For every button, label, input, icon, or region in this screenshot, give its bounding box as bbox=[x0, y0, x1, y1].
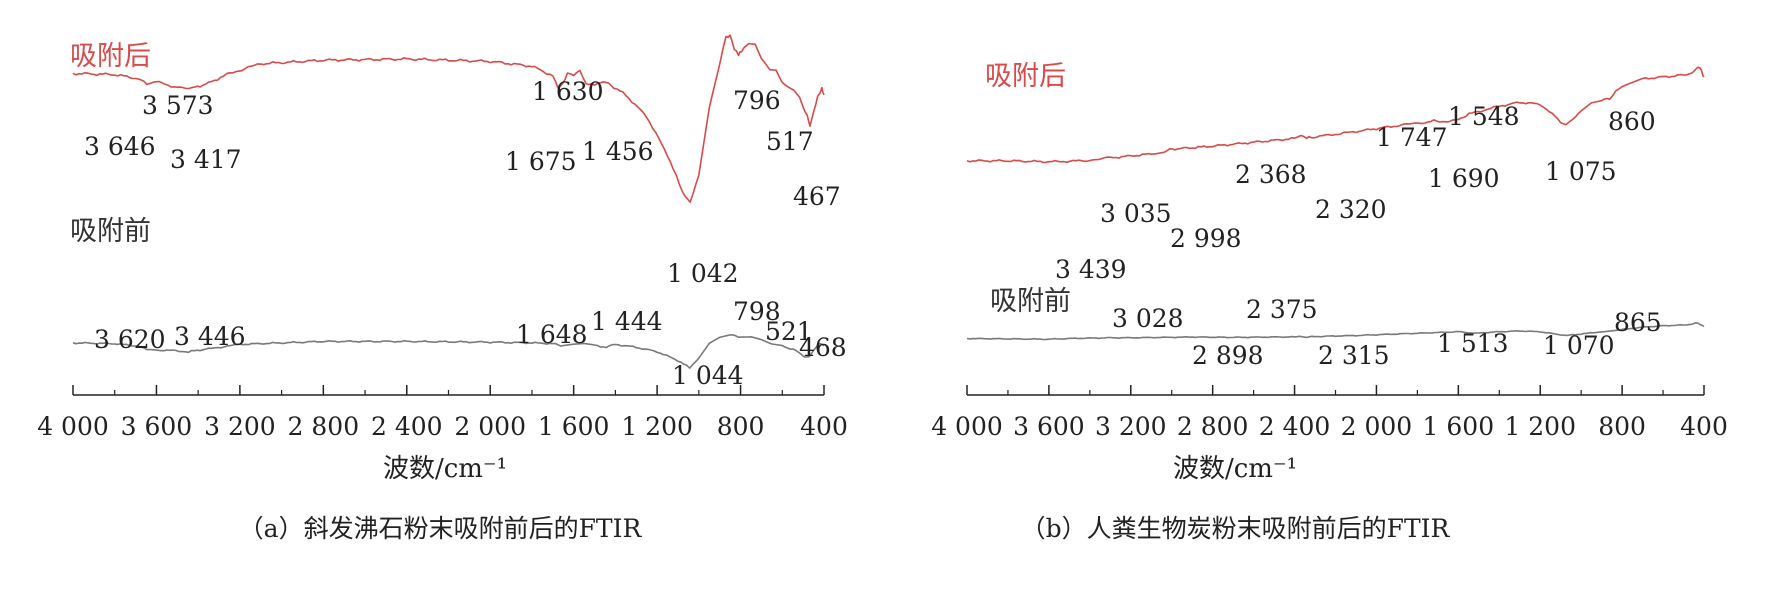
peak-label: 3 446 bbox=[174, 322, 246, 351]
peak-label: 3 439 bbox=[1055, 255, 1127, 284]
x-tick-label: 3 200 bbox=[204, 412, 276, 441]
peak-label: 2 998 bbox=[1170, 224, 1242, 253]
peak-label: 3 620 bbox=[94, 325, 166, 354]
x-tick-label: 800 bbox=[1598, 412, 1646, 441]
peak-label: 1 070 bbox=[1543, 331, 1615, 360]
x-tick-label: 1 600 bbox=[538, 412, 610, 441]
panel-a-x-axis-title: 波数/cm⁻¹ bbox=[383, 454, 507, 484]
peak-label: 1 747 bbox=[1376, 123, 1448, 152]
x-tick-label: 2 800 bbox=[288, 412, 360, 441]
panel-b-peak-labels: 3 439 3 035 2 998 2 368 2 320 1 747 1 54… bbox=[1055, 102, 1662, 370]
panel-b-plot bbox=[966, 66, 1705, 341]
x-tick-label: 2 000 bbox=[1341, 412, 1413, 441]
peak-label: 1 044 bbox=[672, 361, 744, 390]
peak-label: 798 bbox=[733, 297, 781, 326]
peak-label: 3 573 bbox=[142, 91, 214, 120]
peak-label: 2 375 bbox=[1246, 295, 1318, 324]
x-tick-label: 3 200 bbox=[1095, 412, 1167, 441]
x-tick-label: 1 200 bbox=[621, 412, 693, 441]
x-tick-label: 400 bbox=[800, 412, 848, 441]
peak-label: 1 456 bbox=[582, 137, 654, 166]
peak-label: 3 417 bbox=[170, 145, 242, 174]
peak-label: 1 648 bbox=[516, 320, 588, 349]
panel-b-caption: （b）人粪生物炭粉末吸附前后的FTIR bbox=[1021, 514, 1451, 543]
peak-label: 2 315 bbox=[1318, 341, 1390, 370]
peak-label: 1 513 bbox=[1437, 329, 1509, 358]
peak-label: 1 042 bbox=[667, 259, 739, 288]
x-tick-label: 2 000 bbox=[454, 412, 526, 441]
panel-b: 4 000 3 600 3 200 2 800 2 400 2 000 1 600 1 200… bbox=[931, 61, 1728, 543]
peak-label: 468 bbox=[799, 333, 847, 362]
panel-a-plot bbox=[72, 34, 825, 369]
peak-label: 1 548 bbox=[1448, 102, 1520, 131]
panel-b-x-axis-title: 波数/cm⁻¹ bbox=[1173, 454, 1297, 484]
peak-label: 517 bbox=[766, 127, 814, 156]
panel-b-series-label-after: 吸附后 bbox=[985, 61, 1066, 92]
x-tick-label: 2 400 bbox=[371, 412, 443, 441]
series-line-before bbox=[72, 334, 825, 369]
panel-a-axis: 4 000 3 600 3 200 2 800 2 400 2 000 1 600 1 200… bbox=[37, 385, 848, 441]
peak-label: 796 bbox=[733, 86, 781, 115]
peak-label: 1 690 bbox=[1428, 164, 1500, 193]
peak-label: 2 898 bbox=[1192, 341, 1264, 370]
x-tick-label: 3 600 bbox=[1013, 412, 1085, 441]
peak-label: 2 320 bbox=[1315, 195, 1387, 224]
panel-b-series-label-before: 吸附前 bbox=[990, 286, 1071, 317]
x-tick-label: 3 600 bbox=[121, 412, 193, 441]
x-tick-label: 2 800 bbox=[1177, 412, 1249, 441]
x-tick-label: 1 200 bbox=[1504, 412, 1576, 441]
x-tick-label: 2 400 bbox=[1259, 412, 1331, 441]
panel-b-axis: 4 000 3 600 3 200 2 800 2 400 2 000 1 600 1 200… bbox=[931, 385, 1728, 441]
x-tick-label: 4 000 bbox=[931, 412, 1003, 441]
x-tick-label: 800 bbox=[717, 412, 765, 441]
x-tick-label: 4 000 bbox=[37, 412, 109, 441]
peak-label: 1 444 bbox=[591, 307, 663, 336]
peak-label: 3 028 bbox=[1112, 304, 1184, 333]
panel-a-series-label-after: 吸附后 bbox=[70, 41, 151, 72]
x-tick-label: 400 bbox=[1680, 412, 1728, 441]
peak-label: 521 bbox=[765, 317, 813, 346]
peak-label: 1 675 bbox=[505, 147, 577, 176]
peak-label: 860 bbox=[1608, 107, 1656, 136]
peak-label: 865 bbox=[1614, 308, 1662, 337]
peak-label: 1 630 bbox=[532, 77, 604, 106]
peak-label: 1 075 bbox=[1545, 157, 1617, 186]
peak-label: 3 646 bbox=[84, 132, 156, 161]
peak-label: 3 035 bbox=[1100, 199, 1172, 228]
panel-a-series-label-before: 吸附前 bbox=[70, 216, 151, 247]
series-line-after bbox=[966, 66, 1705, 164]
series-line-after bbox=[72, 34, 825, 203]
panel-a-peak-labels: 3 646 3 573 3 417 1 630 1 675 1 456 796 … bbox=[84, 77, 847, 390]
panel-a-caption: （a）斜发沸石粉末吸附前后的FTIR bbox=[239, 514, 643, 543]
peak-label: 2 368 bbox=[1235, 160, 1307, 189]
x-tick-label: 1 600 bbox=[1423, 412, 1495, 441]
series-line-before bbox=[966, 322, 1705, 341]
peak-label: 467 bbox=[793, 182, 841, 211]
panel-a: 4 000 3 600 3 200 2 800 2 400 2 000 1 600 1 200… bbox=[37, 34, 848, 543]
